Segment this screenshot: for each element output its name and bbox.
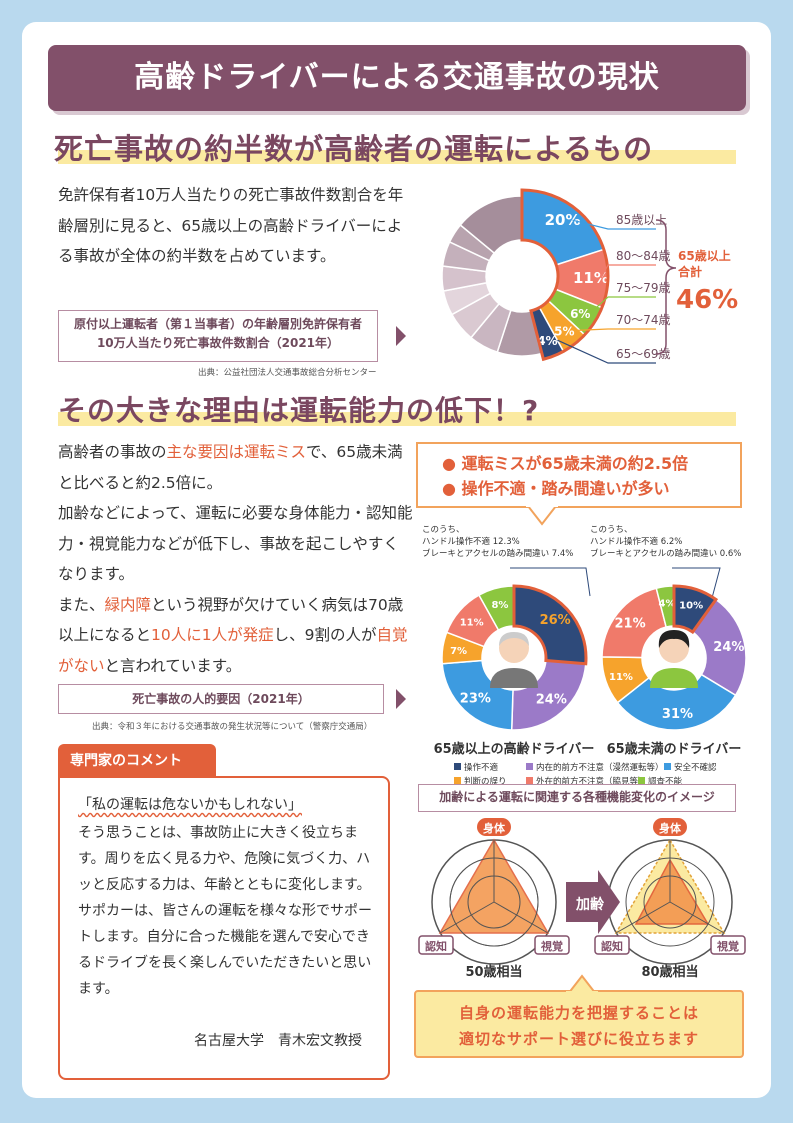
quote-text: 「私の運転は危ないかもしれない」 [78, 797, 302, 813]
senior-chart-caption: 65歳以上の高齢ドライバー [434, 741, 595, 757]
bottom-pointer-icon [562, 972, 602, 994]
slice-value-label: 24% [713, 640, 744, 655]
text: 高齢者の事故の [58, 443, 167, 461]
radar-80-caption: 80歳相当 [641, 964, 698, 980]
young-person-icon [650, 630, 698, 688]
age-group-label: 80〜84歳 [616, 249, 671, 263]
section2-para-b: 加齢などによって、運転に必要な身体能力・認知能力・視覚能力などが低下し、事故を起… [58, 498, 414, 590]
note-text: このうち、 [590, 524, 741, 536]
cause-donut-charts: 26% 24% 23% 7% 11% 8% 10% 24% 31% 11% 21% 4% 65歳以上… [414, 556, 754, 786]
note-text: ハンドル操作不適 12.3% [422, 536, 573, 548]
radar-axis-label: 認知 [601, 939, 623, 953]
comment-text: 「私の運転は危ないかもしれない」 そう思うことは、事故防止に大きく役立ちます。周… [78, 792, 378, 1002]
note-text: ハンドル操作不適 6.2% [590, 536, 741, 548]
radar-axis-label: 身体 [659, 821, 682, 835]
chart1-title-line1: 原付以上運転者（第１当事者）の年齢層別免許保有者 [63, 315, 373, 334]
age-arrow-label: 加齢 [575, 896, 605, 913]
slice-value-label: 11% [609, 672, 633, 683]
slice-value-label: 21% [615, 616, 646, 631]
age-group-label: 75〜79歳 [616, 281, 671, 295]
section2-source: 出典：令和３年における交通事故の発生状況等について（警察庁交通局） [92, 720, 372, 732]
slice-value-label: 23% [460, 692, 491, 707]
slice-value-label: 20% [545, 211, 581, 229]
legend-swatch [638, 777, 645, 784]
radar-axis-label: 認知 [425, 939, 447, 953]
callout-box: ● 運転ミスが65歳未満の約2.5倍 ● 操作不適・踏み間違いが多い [416, 442, 742, 508]
total-label-2: 合計 [678, 264, 702, 279]
note-text: このうち、 [422, 524, 573, 536]
radar-axis-label: 視覚 [540, 939, 563, 953]
chart1-title-line2: 10万人当たり死亡事故件数割合（2021年） [63, 334, 373, 353]
comment-quote: 「私の運転は危ないかもしれない」 [78, 792, 378, 818]
legend-swatch [454, 763, 461, 770]
comment-body-2: サポカーは、皆さんの運転を様々な形でサポートします。自分に合った機能を選んで安心… [78, 898, 378, 1002]
radar-axis-label: 身体 [483, 821, 506, 835]
legend-label: 内在的前方不注意（漫然運転等） [536, 762, 664, 773]
age-group-label: 65〜69歳 [616, 347, 671, 361]
legend-swatch [664, 763, 671, 770]
senior-note: このうち、 ハンドル操作不適 12.3% ブレーキとアクセルの踏み間違い 7.4… [422, 524, 573, 560]
section2-heading: その大きな理由は運転能力の低下！? [58, 389, 539, 429]
section2-para-a: 高齢者の事故の主な要因は運転ミスで、65歳未満と比べると約2.5倍に。 [58, 437, 414, 498]
section1-heading: 死亡事故の約半数が高齢者の運転によるもの [54, 126, 653, 168]
slice-value-label: 10% [679, 601, 703, 612]
section2-para-c: また、緑内障という視野が欠けていく病気は70歳以上になると10人に1人が発症し、… [58, 590, 414, 682]
slice-value-label: 24% [536, 693, 567, 708]
callout-line-2: ● 操作不適・踏み間違いが多い [442, 476, 740, 501]
radar-axis-label: 視覚 [716, 939, 739, 953]
callout-text: 操作不適・踏み間違いが多い [462, 479, 670, 498]
poster-page: 高齢ドライバーによる交通事故の現状 死亡事故の約半数が高齢者の運転によるもの 免… [22, 22, 771, 1098]
bottom-line-2: 適切なサポート選びに役立ちます [416, 1026, 742, 1052]
total-label: 65歳以上 [678, 248, 731, 263]
slice-value-label: 11% [460, 617, 484, 628]
legend-label: 安全不確認 [674, 762, 717, 773]
age-group-label: 70〜74歳 [616, 313, 671, 327]
slice-value-label: 7% [450, 646, 467, 657]
legend-swatch [526, 763, 533, 770]
slice-value-label: 26% [540, 613, 571, 628]
callout-line-1: ● 運転ミスが65歳未満の約2.5倍 [442, 451, 740, 476]
text: し、9割の人が [274, 626, 377, 644]
slice-value-label: 8% [491, 600, 508, 611]
emphasis-text: 緑内障 [105, 596, 152, 614]
function-chart-title: 加齢による運転に関連する各種機能変化のイメージ [418, 784, 736, 812]
comment-signature: 名古屋大学 青木宏文教授 [172, 1030, 362, 1050]
comment-body: そう思うことは、事故防止に大きく役立ちます。周りを広く見る力や、危険に気づく力、… [78, 820, 378, 898]
emphasis-text: 主な要因は運転ミス [167, 443, 307, 461]
callout-text: 運転ミスが65歳未満の約2.5倍 [462, 454, 689, 473]
arrow-right-icon [396, 689, 406, 709]
legend-label: 操作不適 [464, 762, 499, 773]
chart2-title-box: 死亡事故の人的要因（2021年） [58, 684, 384, 714]
legend-swatch [526, 777, 533, 784]
text: また、 [58, 596, 105, 614]
young-note: このうち、 ハンドル操作不適 6.2% ブレーキとアクセルの踏み間違い 0.6% [590, 524, 741, 560]
young-chart-caption: 65歳未満のドライバー [607, 741, 742, 757]
chart1-title-box: 原付以上運転者（第１当事者）の年齢層別免許保有者 10万人当たり死亡事故件数割合… [58, 310, 378, 362]
section2-body: 高齢者の事故の主な要因は運転ミスで、65歳未満と比べると約2.5倍に。 加齢など… [58, 437, 414, 681]
page-title: 高齢ドライバーによる交通事故の現状 [48, 45, 746, 111]
legend-swatch [454, 777, 461, 784]
section1-body: 免許保有者10万人当たりの死亡事故件数割合を年齢層別に見ると、65歳以上の高齢ド… [58, 180, 414, 272]
bottom-message: 自身の運転能力を把握することは 適切なサポート選びに役立ちます [414, 990, 744, 1058]
bottom-line-1: 自身の運転能力を把握することは [416, 1000, 742, 1026]
section1-source: 出典：公益社団法人交通事故総合分析センター [198, 366, 377, 378]
comment-tab: 専門家のコメント [58, 744, 216, 778]
radar-50-caption: 50歳相当 [465, 964, 522, 980]
text: と言われています。 [105, 657, 242, 675]
slice-value-label: 11% [573, 269, 609, 287]
emphasis-text: 10人に1人が発症 [151, 626, 274, 644]
age-donut-chart: 20%11%6%5%4% 85歳以上80〜84歳75〜79歳70〜74歳65〜6… [402, 178, 762, 378]
slice-value-label: 31% [662, 707, 693, 722]
senior-person-icon [490, 632, 538, 688]
total-value: 46% [676, 285, 738, 315]
slice-value-label: 6% [570, 307, 590, 321]
